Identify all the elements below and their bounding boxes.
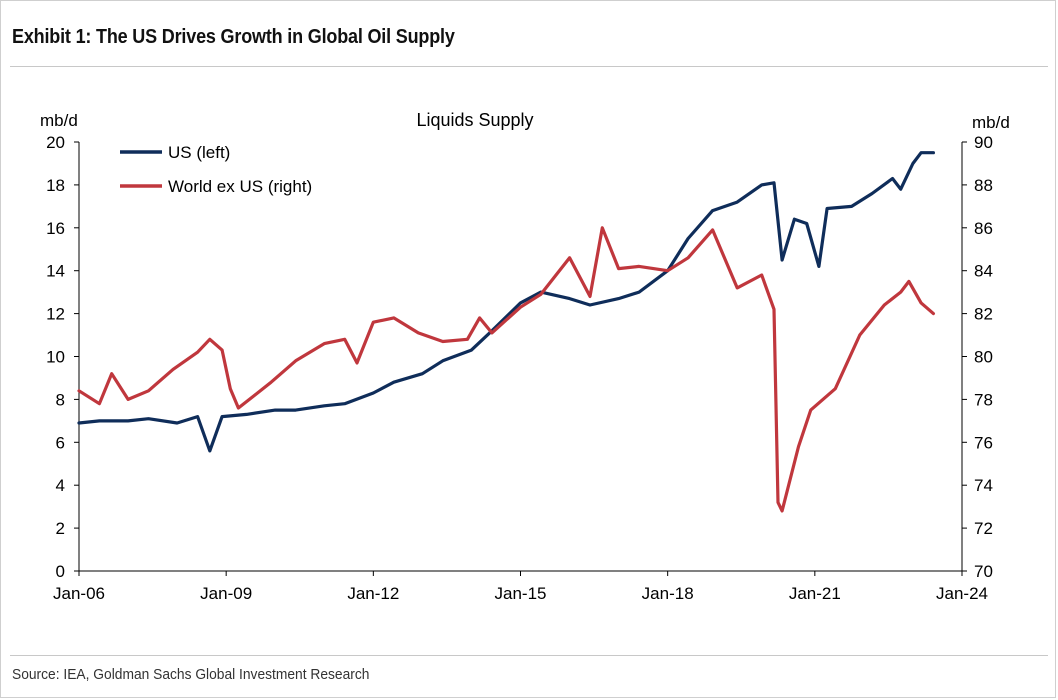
left-tick-label: 8 — [56, 390, 65, 409]
legend-label: World ex US (right) — [168, 177, 312, 196]
series-line-world-ex-us — [77, 226, 935, 513]
footer-divider — [10, 655, 1048, 656]
left-tick-label: 2 — [56, 519, 65, 538]
legend: US (left) World ex US (right) — [120, 143, 312, 196]
left-tick-label: 12 — [46, 305, 65, 324]
right-tick-label: 80 — [974, 348, 993, 367]
left-tick-label: 20 — [46, 133, 65, 152]
right-tick-label: 88 — [974, 176, 993, 195]
exhibit-title: Exhibit 1: The US Drives Growth in Globa… — [12, 26, 455, 48]
right-tick-label: 90 — [974, 133, 993, 152]
right-axis-unit: mb/d — [972, 113, 1010, 132]
right-tick-label: 74 — [974, 476, 993, 495]
right-tick-label: 78 — [974, 390, 993, 409]
right-tick-label: 70 — [974, 562, 993, 581]
left-tick-label: 10 — [46, 348, 65, 367]
left-tick-label: 16 — [46, 219, 65, 238]
left-tick-label: 14 — [46, 262, 65, 281]
left-tick-label: 18 — [46, 176, 65, 195]
legend-label: US (left) — [168, 143, 230, 162]
x-tick-label: Jan-18 — [642, 584, 694, 603]
chart-title: Liquids Supply — [416, 110, 533, 130]
series-line-us — [77, 151, 935, 453]
x-tick-label: Jan-15 — [495, 584, 547, 603]
right-tick-label: 84 — [974, 262, 993, 281]
x-tick-label: Jan-21 — [789, 584, 841, 603]
x-tick-label: Jan-24 — [936, 584, 988, 603]
right-tick-label: 86 — [974, 219, 993, 238]
left-tick-label: 0 — [56, 562, 65, 581]
title-divider — [10, 66, 1048, 67]
left-tick-label: 4 — [56, 476, 65, 495]
series-group — [77, 151, 935, 513]
x-tick-label: Jan-09 — [200, 584, 252, 603]
right-tick-label: 82 — [974, 305, 993, 324]
right-tick-label: 76 — [974, 433, 993, 452]
x-tick-label: Jan-12 — [347, 584, 399, 603]
axes-group: 0 2 4 6 8 10 12 14 16 18 20 70 72 74 76 78 80 82 84 86 88 90 J… — [46, 133, 993, 603]
left-tick-label: 6 — [56, 433, 65, 452]
x-tick-label: Jan-06 — [53, 584, 105, 603]
left-axis-unit: mb/d — [40, 111, 78, 130]
right-tick-label: 72 — [974, 519, 993, 538]
source-note: Source: IEA, Goldman Sachs Global Invest… — [12, 666, 370, 683]
